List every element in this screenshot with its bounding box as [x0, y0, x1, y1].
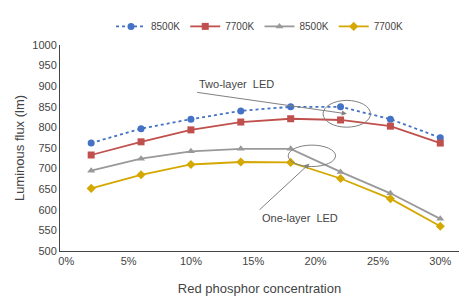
- svg-text:900: 900: [38, 80, 56, 92]
- svg-text:500: 500: [38, 245, 56, 257]
- svg-text:1000: 1000: [32, 39, 56, 51]
- svg-text:Luminous flux (lm): Luminous flux (lm): [12, 95, 27, 201]
- svg-text:Red phosphor concentration: Red phosphor concentration: [178, 281, 341, 296]
- svg-text:700: 700: [38, 162, 56, 174]
- svg-text:7700K: 7700K: [374, 21, 403, 32]
- svg-text:950: 950: [38, 59, 56, 71]
- svg-text:8500K: 8500K: [151, 21, 180, 32]
- svg-text:Two-layer LED: Two-layer LED: [199, 78, 274, 90]
- svg-text:600: 600: [38, 204, 56, 216]
- svg-text:8500K: 8500K: [299, 21, 328, 32]
- svg-text:850: 850: [38, 101, 56, 113]
- svg-text:0%: 0%: [58, 255, 74, 267]
- svg-text:15%: 15%: [242, 255, 264, 267]
- svg-text:550: 550: [38, 224, 56, 236]
- svg-text:One-layer LED: One-layer LED: [262, 212, 338, 224]
- svg-text:25%: 25%: [367, 255, 389, 267]
- svg-text:800: 800: [38, 121, 56, 133]
- svg-text:5%: 5%: [121, 255, 137, 267]
- svg-text:7700K: 7700K: [225, 21, 254, 32]
- svg-text:20%: 20%: [305, 255, 327, 267]
- svg-text:30%: 30%: [429, 255, 451, 267]
- svg-text:10%: 10%: [180, 255, 202, 267]
- svg-text:650: 650: [38, 183, 56, 195]
- svg-text:750: 750: [38, 142, 56, 154]
